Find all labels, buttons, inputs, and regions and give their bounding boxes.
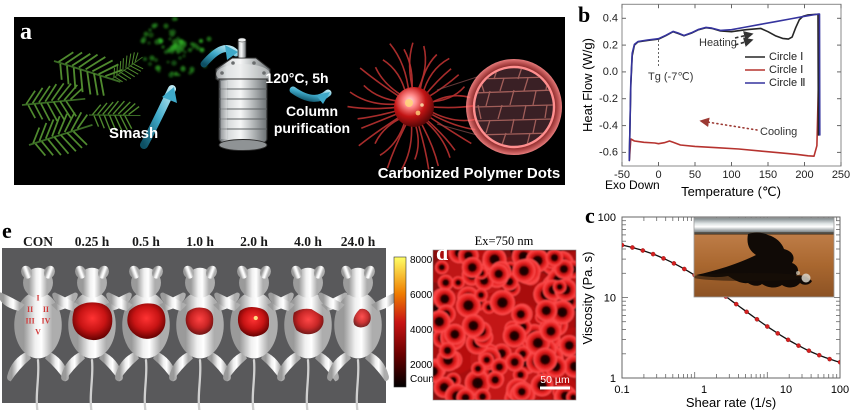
svg-text:250: 250 <box>832 169 850 181</box>
svg-text:Circle Ⅰ: Circle Ⅰ <box>769 64 803 76</box>
svg-text:200: 200 <box>795 169 813 181</box>
svg-text:100: 100 <box>598 212 616 224</box>
svg-text:Temperature (℃): Temperature (℃) <box>681 184 781 199</box>
svg-text:100: 100 <box>722 169 740 181</box>
svg-text:Exo Down: Exo Down <box>605 178 660 192</box>
svg-text:10: 10 <box>780 384 792 396</box>
svg-text:150: 150 <box>759 169 777 181</box>
svg-text:0.0: 0.0 <box>603 66 618 78</box>
svg-text:0.1: 0.1 <box>614 384 629 396</box>
svg-text:100: 100 <box>831 384 849 396</box>
svg-text:-0.4: -0.4 <box>599 120 618 132</box>
svg-text:Cooling: Cooling <box>760 126 797 138</box>
svg-text:Circle Ⅱ: Circle Ⅱ <box>769 77 806 89</box>
svg-text:b: b <box>578 2 590 27</box>
svg-text:Heat Flow (W/g): Heat Flow (W/g) <box>580 38 595 132</box>
svg-text:0.4: 0.4 <box>603 13 618 25</box>
svg-text:-0.2: -0.2 <box>599 93 618 105</box>
svg-text:Circle Ⅰ: Circle Ⅰ <box>769 51 803 63</box>
svg-text:0.2: 0.2 <box>603 39 618 51</box>
svg-text:10: 10 <box>604 293 616 305</box>
svg-text:Viscosity (Pa. s): Viscosity (Pa. s) <box>580 252 595 345</box>
svg-text:Tg (-7℃): Tg (-7℃) <box>648 71 693 83</box>
svg-text:-0.6: -0.6 <box>599 147 618 159</box>
svg-text:Shear rate (1/s): Shear rate (1/s) <box>686 395 776 410</box>
svg-text:Heating: Heating <box>699 37 737 49</box>
svg-text:50: 50 <box>689 169 701 181</box>
